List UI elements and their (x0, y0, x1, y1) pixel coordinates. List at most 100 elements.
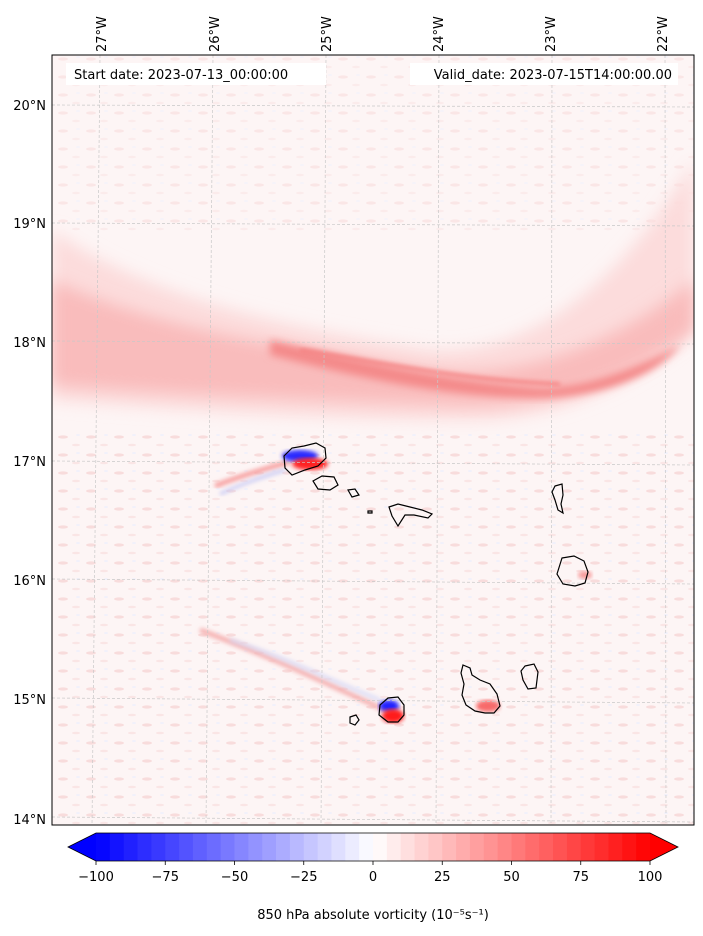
island-santiago (460, 664, 501, 714)
colorbar-segment (317, 833, 332, 861)
lat-label-18n: 18°N (13, 336, 46, 351)
lat-label-20n: 20°N (13, 99, 46, 114)
colorbar-segment (179, 833, 194, 861)
colorbar-tick-label: −25 (290, 870, 317, 885)
start-date-box (66, 63, 326, 85)
colorbar-extend-min (68, 833, 96, 861)
parallel-15n (52, 697, 694, 704)
valid-date-text: Valid_date: 2023-07-15T14:00:00.00 (434, 68, 672, 83)
island-maio (520, 663, 539, 690)
pos-boa-vista (578, 571, 592, 579)
colorbar-ticks: −100 −75 −50 −25 0 25 50 75 100 (78, 861, 662, 885)
gridlines (52, 55, 694, 825)
colorbar-segment (192, 833, 208, 861)
positive-vorticity-band-middle (52, 280, 694, 406)
wake-fogo-neg (229, 638, 381, 702)
colorbar-tick-label: −75 (152, 870, 179, 885)
colorbar-segment (276, 833, 291, 861)
colorbar-tick-label: 25 (434, 870, 451, 885)
band-streak (299, 348, 561, 386)
colorbar-segment (345, 833, 360, 861)
colorbar-segment (539, 833, 554, 861)
island-santo-antao (283, 442, 327, 476)
map-frame (51, 54, 695, 826)
longitude-labels: 27°W 26°W 25°W 24°W 23°W 22°W (95, 16, 671, 52)
colorbar: −100 −75 −50 −25 0 25 50 75 100 850 hPa absolute… (67, 832, 679, 923)
colorbar-segment (234, 833, 249, 861)
colorbar-segment (483, 833, 499, 861)
colorbar-segment (373, 833, 388, 861)
colorbar-segment (428, 833, 443, 861)
island-santa-luzia (347, 488, 360, 498)
latitude-labels: 20°N 19°N 18°N 17°N 16°N 15°N 14°N (13, 99, 46, 828)
wake-fogo (199, 627, 387, 713)
lat-label-15n: 15°N (13, 693, 46, 708)
lon-label-23w: 23°W (544, 16, 559, 52)
colorbar-segment (386, 833, 402, 861)
wake-santo-antao (214, 459, 291, 489)
colorbar-segment (165, 833, 180, 861)
lon-label-24w: 24°W (432, 16, 447, 52)
colorbar-segment (511, 833, 526, 861)
island-branco (367, 510, 373, 514)
colorbar-segment (359, 833, 374, 861)
island-fogo (378, 696, 405, 723)
meridian-25w (320, 55, 327, 825)
lat-label-16n: 16°N (13, 574, 46, 589)
colorbar-segment (442, 833, 457, 861)
colorbar-tick-label: −50 (221, 870, 248, 885)
lon-label-26w: 26°W (208, 16, 223, 52)
coastlines (283, 442, 589, 726)
colorbar-tick-label: 50 (503, 870, 520, 885)
colorbar-segment (220, 833, 235, 861)
colorbar-segment (248, 833, 263, 861)
meridian-24w (435, 55, 440, 825)
colorbar-segment (580, 833, 596, 861)
colorbar-tick-label: 75 (572, 870, 589, 885)
colorbar-tick-label: 0 (369, 870, 377, 885)
start-date-text: Start date: 2023-07-13_00:00:00 (74, 68, 288, 83)
island-boa-vista (556, 555, 589, 587)
parallel-16n (52, 578, 694, 585)
colorbar-label: 850 hPa absolute vorticity (10⁻⁵s⁻¹) (257, 908, 489, 923)
parallel-19n (52, 222, 694, 227)
colorbar-segment (400, 833, 416, 861)
colorbar-segment (594, 833, 609, 861)
colorbar-segment (608, 833, 623, 861)
dipole-pos-fogo (382, 709, 404, 723)
parallel-14n (52, 816, 694, 823)
lon-label-22w: 22°W (656, 16, 671, 52)
vorticity-field (52, 55, 694, 825)
pos-santiago (476, 700, 500, 712)
colorbar-segment (289, 833, 305, 861)
meridian-26w (205, 55, 214, 825)
lon-label-25w: 25°W (320, 16, 335, 52)
colorbar-segment (497, 833, 512, 861)
island-sao-nicolau (388, 503, 434, 528)
lon-label-27w: 27°W (95, 16, 110, 52)
lat-label-14n: 14°N (13, 813, 46, 828)
colorbar-segment (109, 833, 125, 861)
parallel-20n (52, 104, 694, 108)
colorbar-segment (151, 833, 166, 861)
lat-label-19n: 19°N (13, 217, 46, 232)
positive-vorticity-band-core (270, 340, 680, 398)
colorbar-tick-label: −100 (78, 870, 114, 885)
lat-label-17n: 17°N (13, 455, 46, 470)
colorbar-segments (96, 833, 651, 861)
parallel-18n (52, 340, 694, 345)
island-sao-vicente (312, 475, 339, 491)
colorbar-segment (636, 833, 651, 861)
meridian-22w (664, 55, 667, 825)
island-sal (551, 483, 564, 515)
colorbar-segment (303, 833, 319, 861)
meridian-27w (91, 55, 101, 825)
colorbar-segment (414, 833, 429, 861)
colorbar-extend-max (650, 833, 678, 861)
parallel-17n (52, 460, 694, 466)
colorbar-segment (566, 833, 582, 861)
island-brava (349, 714, 360, 726)
colorbar-segment (622, 833, 637, 861)
dipole-pos-santo-antao (292, 458, 328, 470)
